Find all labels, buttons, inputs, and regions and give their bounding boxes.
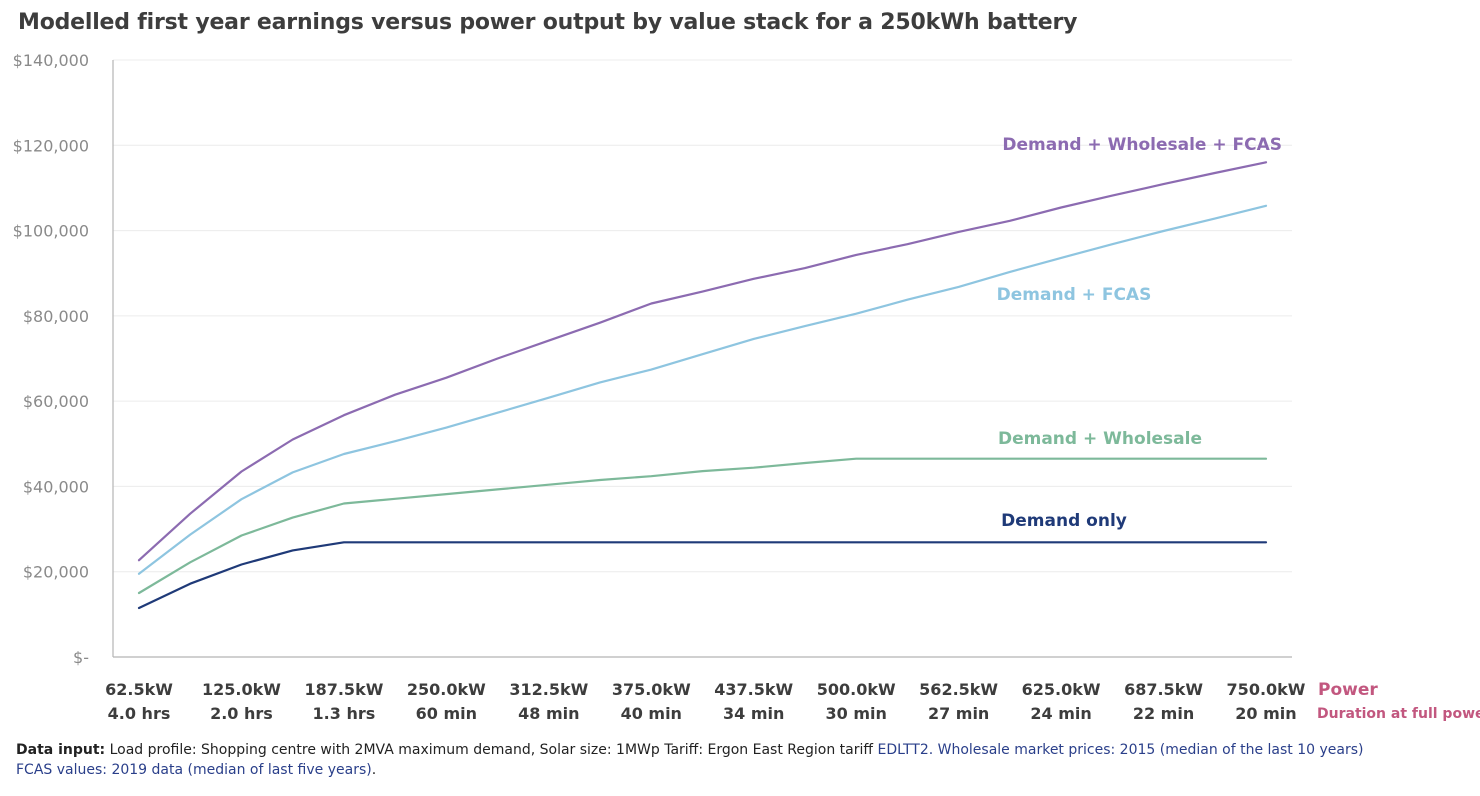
y-tick-label: $40,000 xyxy=(23,477,89,496)
axis-layer: $- $20,000 $40,000 $60,000 $80,000 $100,000 $1… xyxy=(13,51,1480,723)
series-line xyxy=(137,161,1268,562)
x-tick-label-duration: 24 min xyxy=(1030,704,1091,723)
x-tick-label-duration: 4.0 hrs xyxy=(108,704,171,723)
x-tick-label-power: 250.0kW xyxy=(407,680,486,699)
x-tick-label-power: 687.5kW xyxy=(1124,680,1203,699)
y-tick-label: $140,000 xyxy=(13,51,89,70)
x-tick-label-duration: 27 min xyxy=(928,704,989,723)
footnote: Data input: Load profile: Shopping centr… xyxy=(16,740,1466,780)
x-tick-label-power: 62.5kW xyxy=(105,680,173,699)
x-tick-label-power: 500.0kW xyxy=(817,680,896,699)
x-tick-label-duration: 1.3 hrs xyxy=(313,704,376,723)
series-line xyxy=(137,457,1268,595)
series-line xyxy=(137,204,1268,575)
x-tick-label-power: 625.0kW xyxy=(1022,680,1101,699)
x-tick-label-power: 562.5kW xyxy=(919,680,998,699)
footnote-end: . xyxy=(371,762,377,778)
y-tick-label: $20,000 xyxy=(23,563,89,582)
series-label: Demand + FCAS xyxy=(997,285,1152,305)
footnote-link-fcas[interactable]: FCAS values: 2019 data (median of last f… xyxy=(16,762,372,778)
x-tick-label-power: 437.5kW xyxy=(714,680,793,699)
y-tick-label: $120,000 xyxy=(13,136,89,155)
series-layer xyxy=(137,161,1268,610)
x-tick-label-duration: 22 min xyxy=(1133,704,1194,723)
x-tick-label-power: 187.5kW xyxy=(304,680,383,699)
x-tick-label-power: 375.0kW xyxy=(612,680,691,699)
x-tick-label-power: 312.5kW xyxy=(509,680,588,699)
x-tick-label-duration: 34 min xyxy=(723,704,784,723)
chart-title: Modelled first year earnings versus powe… xyxy=(18,10,1078,35)
x-tick-label-duration: 40 min xyxy=(621,704,682,723)
series-label: Demand + Wholesale + FCAS xyxy=(1002,135,1282,155)
y-tick-label: $- xyxy=(73,648,89,667)
footnote-link-tariff[interactable]: EDLTT2. Wholesale market prices: 2015 (m… xyxy=(877,742,1364,758)
footnote-label: Data input: xyxy=(16,742,106,758)
series-line xyxy=(137,541,1268,610)
series-label: Demand + Wholesale xyxy=(998,429,1202,449)
x-tick-label-duration: 20 min xyxy=(1235,704,1296,723)
x-axis-secondary-label: Duration at full power xyxy=(1317,706,1480,722)
x-axis-label: Power xyxy=(1318,680,1378,700)
label-layer: Demand + Wholesale + FCAS Demand + FCAS De… xyxy=(997,135,1282,531)
grid-layer xyxy=(113,59,1292,573)
x-tick-label-duration: 30 min xyxy=(825,704,886,723)
x-tick-label-power: 125.0kW xyxy=(202,680,281,699)
x-tick-label-power: 750.0kW xyxy=(1227,680,1306,699)
y-tick-label: $60,000 xyxy=(23,392,89,411)
series-label: Demand only xyxy=(1001,511,1127,531)
x-tick-label-duration: 60 min xyxy=(416,704,477,723)
x-tick-label-duration: 2.0 hrs xyxy=(210,704,273,723)
footnote-text: Load profile: Shopping centre with 2MVA … xyxy=(105,742,878,758)
y-tick-label: $100,000 xyxy=(13,222,89,241)
y-tick-label: $80,000 xyxy=(23,307,89,326)
x-tick-label-duration: 48 min xyxy=(518,704,579,723)
